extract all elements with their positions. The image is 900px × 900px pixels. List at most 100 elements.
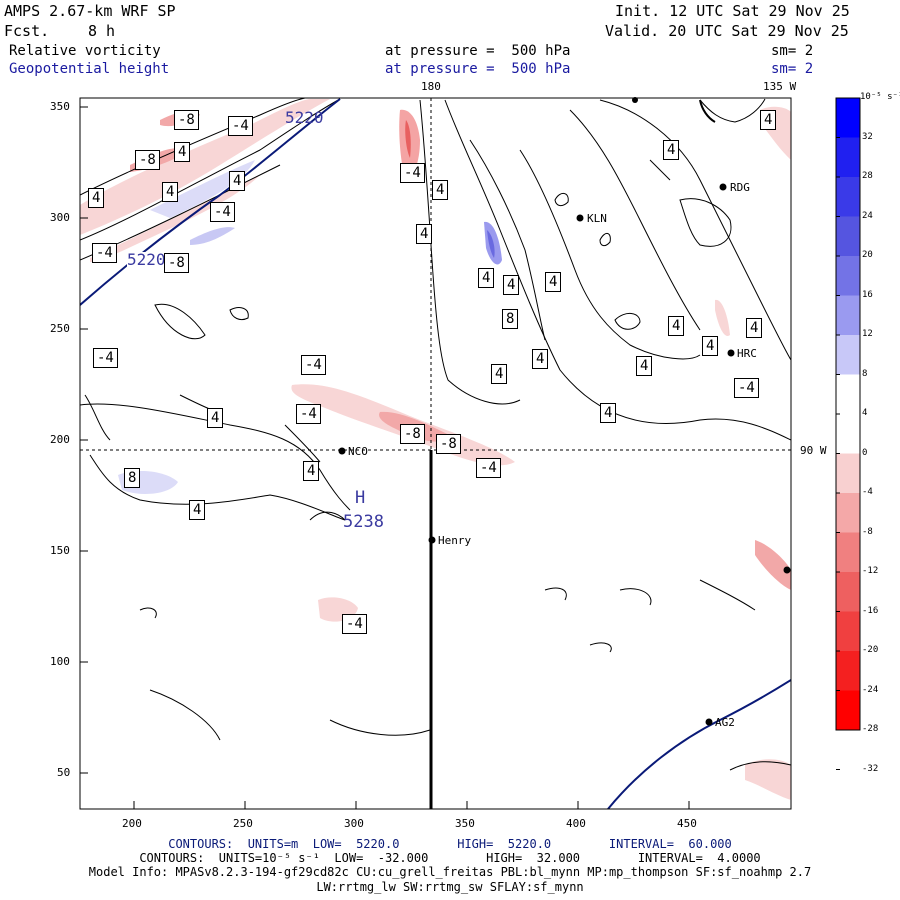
station-label-henry: Henry: [438, 534, 472, 547]
colorbar-segment: [836, 651, 860, 691]
pressure-level-2: at pressure = 500 hPa: [385, 61, 571, 77]
x-tick-label: 200: [122, 817, 142, 830]
vorticity-contour-label: 4: [668, 316, 685, 336]
lon-180-label: 180: [421, 80, 441, 93]
height-high-symbol: H: [355, 488, 366, 508]
vorticity-contour-label: 4: [545, 272, 562, 292]
colorbar: [835, 97, 861, 770]
colorbar-tick-label: 12: [862, 329, 873, 339]
station-dot-nco: [338, 447, 346, 455]
vorticity-contour-label: -8: [164, 253, 189, 273]
vorticity-contour-label: -8: [400, 424, 425, 444]
station-dot-hrc: [727, 349, 735, 357]
vorticity-contour-label: 8: [124, 468, 141, 488]
station-dot-ag2: [705, 718, 713, 726]
vorticity-contour-label: 4: [746, 318, 763, 338]
smoothing-2: sm= 2: [771, 61, 814, 77]
colorbar-segment: [836, 414, 860, 454]
station-label-hrc: HRC: [737, 347, 757, 360]
colorbar-segment: [836, 216, 860, 256]
smoothing-1: sm= 2: [771, 43, 814, 59]
vorticity-contour-label: 4: [636, 356, 653, 376]
x-tick-label: 350: [455, 817, 475, 830]
vorticity-contour-label: 4: [432, 180, 449, 200]
y-tick-label: 50: [57, 766, 71, 779]
guide-lines: [80, 98, 791, 451]
station-dot-kln: [576, 214, 584, 222]
height-contour-label: 5220: [127, 250, 166, 269]
model-title: AMPS 2.67-km WRF SP: [4, 2, 176, 20]
lat-90w-label: 90 W: [800, 444, 827, 457]
colorbar-tick-label: 8: [862, 368, 868, 379]
vorticity-contour-label: 4: [532, 349, 549, 369]
plot-background: [80, 98, 791, 809]
x-tick-label: 300: [344, 817, 364, 830]
forecast-label: Fcst.: [4, 22, 50, 40]
footer-physics-info: LW:rrtmg_lw SW:rrtmg_sw SFLAY:sf_mynn: [316, 880, 584, 894]
vorticity-contour-label: 4: [478, 268, 495, 288]
colorbar-tick-label: -24: [862, 684, 879, 695]
vorticity-contour-label: 4: [600, 403, 617, 423]
vorticity-contour-label: 4: [491, 364, 508, 384]
colorbar-tick-label: 0: [862, 447, 868, 458]
station-label-rdg: RDG: [730, 181, 750, 194]
colorbar-tick-label: -20: [862, 645, 879, 655]
y-tick-label: 300: [50, 211, 70, 224]
y-tick-label: 250: [50, 322, 70, 335]
colorbar-segment: [836, 611, 860, 651]
init-time: Init. 12 UTC Sat 29 Nov 25: [615, 2, 850, 20]
colorbar-segment: [836, 532, 860, 572]
station-dot-edge: [783, 566, 791, 574]
colorbar-segment: [836, 493, 860, 533]
colorbar-tick-label: -28: [862, 724, 879, 734]
station-label-nco: NCO: [348, 445, 368, 458]
footer-height-contours: CONTOURS: UNITS=m LOW= 5220.0 HIGH= 5220…: [168, 837, 732, 851]
y-tick-label: 100: [50, 655, 70, 668]
plot-frame: [79, 97, 792, 810]
field-height-label: Geopotential height: [9, 61, 170, 77]
vorticity-contour-label: 4: [174, 142, 191, 162]
colorbar-tick-label: 4: [862, 408, 868, 418]
colorbar-tick-label: -32: [862, 763, 879, 774]
vorticity-contour-label: 4: [229, 171, 246, 191]
colorbar-segment: [836, 295, 860, 335]
lon-135w-label: 135 W: [763, 80, 797, 93]
vorticity-contour-label: 4: [503, 275, 520, 295]
vorticity-contour-label: 4: [189, 500, 206, 520]
colorbar-tick-label: -12: [862, 566, 879, 576]
vorticity-contour-label: 4: [303, 461, 320, 481]
vorticity-contour-label: 4: [760, 110, 777, 130]
height-contours: [80, 98, 791, 809]
vorticity-contour-label: 4: [416, 224, 433, 244]
frame-contour: [699, 99, 716, 123]
vorticity-contour-label: 8: [502, 309, 519, 329]
colorbar-tick-label: 20: [862, 250, 873, 260]
vorticity-contour-label: -4: [93, 348, 118, 368]
vorticity-contour-label: 4: [88, 188, 105, 208]
station-dot-rdg: [719, 183, 727, 191]
station-dot-top: [632, 97, 638, 103]
vorticity-contour-label: -4: [210, 202, 235, 222]
colorbar-tick-label: 28: [862, 171, 873, 181]
colorbar-tick-label: 32: [862, 131, 873, 142]
vorticity-contour-label: -4: [92, 243, 117, 263]
colorbar-segment: [836, 335, 860, 375]
pressure-level-1: at pressure = 500 hPa: [385, 43, 571, 59]
axis-ticks: [80, 106, 690, 809]
forecast-value: 8 h: [88, 22, 116, 40]
colorbar-segment: [836, 453, 860, 493]
colorbar-segment: [836, 98, 860, 138]
station-label-ag2: AG2: [715, 716, 735, 729]
y-tick-label: 150: [50, 544, 70, 557]
vorticity-contour-label: -8: [174, 110, 199, 130]
vorticity-contour-label: -4: [734, 378, 759, 398]
x-tick-label: 450: [677, 817, 697, 830]
height-contour-label: 5220: [285, 108, 324, 127]
vorticity-contour-label: -8: [436, 434, 461, 454]
vorticity-contour-label: 4: [162, 182, 179, 202]
footer-model-info: Model Info: MPASv8.2.3-194-gf29cd82c CU:…: [88, 865, 812, 879]
colorbar-segment: [836, 572, 860, 612]
vorticity-contour-label: -4: [342, 614, 367, 634]
colorbar-segment: [836, 177, 860, 217]
